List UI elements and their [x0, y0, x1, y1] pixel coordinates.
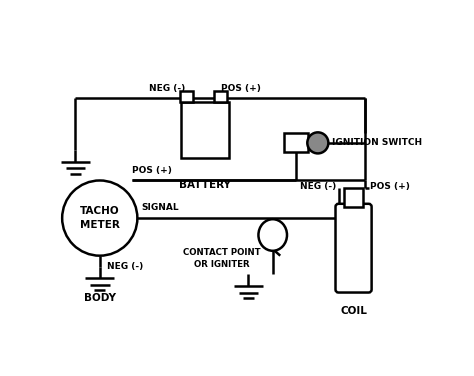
Bar — [181, 102, 229, 158]
Text: NEG (-): NEG (-) — [301, 182, 337, 191]
Text: POS (+): POS (+) — [132, 166, 172, 175]
Text: CONTACT POINT
OR IGNITER: CONTACT POINT OR IGNITER — [183, 248, 261, 269]
Text: POS (+): POS (+) — [371, 182, 410, 191]
Text: METER: METER — [80, 220, 120, 230]
Text: POS (+): POS (+) — [221, 84, 261, 93]
FancyBboxPatch shape — [336, 204, 372, 293]
Text: BODY: BODY — [84, 293, 116, 303]
Circle shape — [62, 180, 137, 256]
Bar — [284, 133, 309, 152]
Text: TACHO: TACHO — [80, 206, 119, 216]
Text: SIGNAL: SIGNAL — [141, 203, 179, 212]
Ellipse shape — [258, 219, 287, 251]
Bar — [213, 91, 227, 102]
Text: COIL: COIL — [340, 306, 367, 317]
Text: NEG (-): NEG (-) — [149, 84, 185, 93]
Text: IGNITION SWITCH: IGNITION SWITCH — [332, 138, 422, 147]
Circle shape — [307, 132, 328, 153]
Bar — [180, 91, 193, 102]
Bar — [344, 188, 363, 207]
Text: NEG (-): NEG (-) — [107, 262, 144, 271]
Text: BATTERY: BATTERY — [179, 180, 231, 191]
